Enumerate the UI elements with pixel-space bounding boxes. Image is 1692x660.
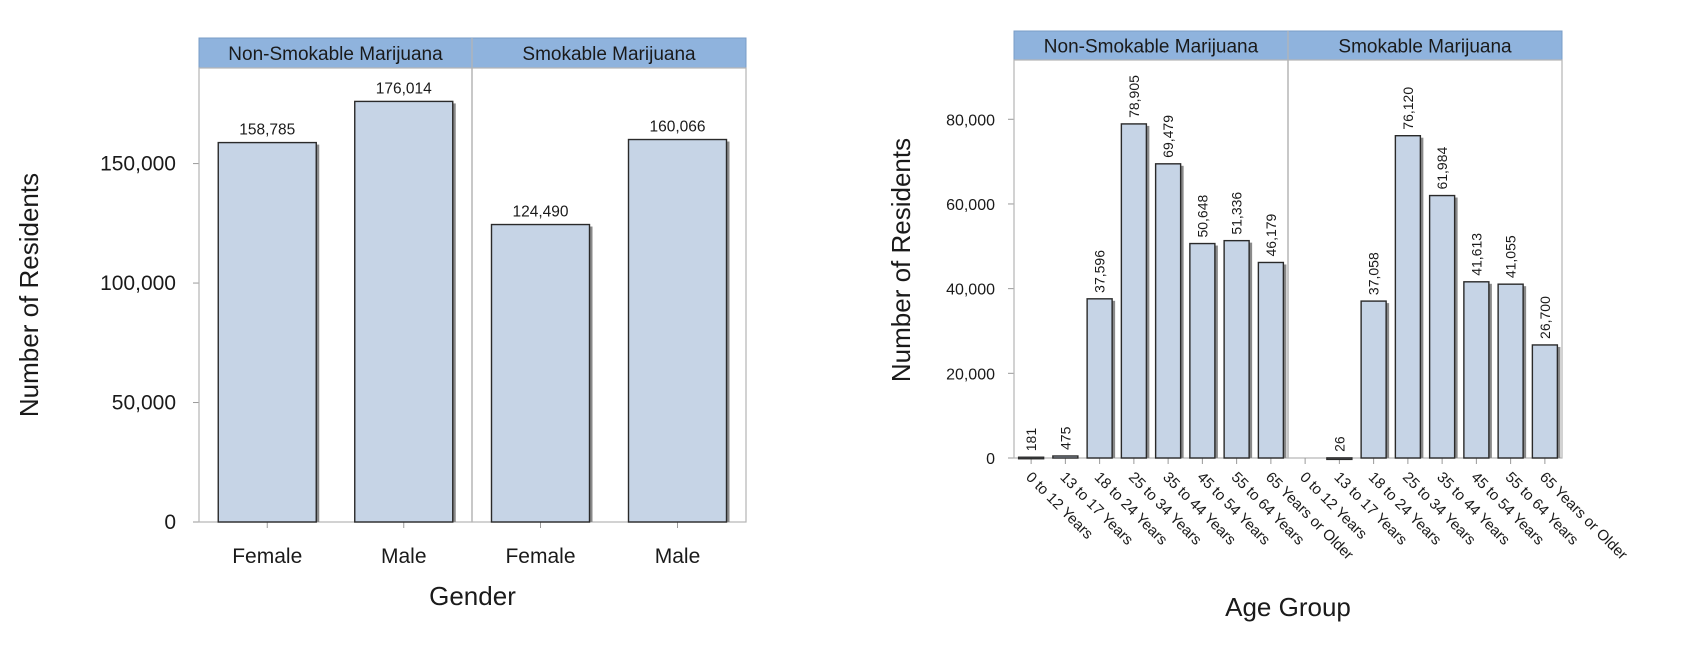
category-label: Male — [655, 545, 701, 568]
bar — [1428, 194, 1456, 459]
bar — [1120, 123, 1148, 459]
data-label: 76,120 — [1400, 87, 1416, 130]
bar — [627, 138, 728, 523]
gender-chart: Number of Residents Gender 0 50,000 100,000 1… — [14, 37, 747, 611]
data-label: 46,179 — [1263, 213, 1279, 256]
panel-title: Smokable Marijuana — [1338, 37, 1512, 58]
data-label: 50,648 — [1194, 195, 1210, 238]
y-tick-label: 20,000 — [946, 366, 995, 383]
x-axis-title: Gender — [429, 581, 516, 611]
bar — [1154, 163, 1182, 459]
y-tick-label: 60,000 — [946, 197, 995, 214]
data-label: 158,785 — [239, 122, 295, 139]
y-axis-title: Number of Residents — [886, 138, 916, 382]
bar — [1326, 457, 1353, 461]
bar — [1052, 455, 1079, 459]
data-label: 26 — [1331, 436, 1347, 452]
data-label: 37,058 — [1366, 252, 1382, 295]
bar — [1223, 239, 1250, 459]
panel-non-smokable: Non-Smokable Marijuana 158,785 Female 176,0… — [198, 37, 473, 568]
panel-smokable: Smokable Marijuana 124,490 Female 160,066 Ma… — [471, 37, 747, 568]
data-label: 176,014 — [376, 80, 432, 97]
data-label: 78,905 — [1126, 75, 1142, 118]
panel-title: Non-Smokable Marijuana — [228, 44, 443, 65]
bar — [1531, 344, 1559, 459]
data-label: 41,613 — [1468, 233, 1484, 276]
bar — [1394, 135, 1422, 459]
data-label: 51,336 — [1229, 192, 1245, 235]
data-label: 26,700 — [1537, 296, 1553, 339]
data-label: 69,479 — [1160, 115, 1176, 158]
y-tick-label: 150,000 — [100, 153, 176, 176]
data-label: 61,984 — [1434, 147, 1450, 190]
bar — [1463, 281, 1490, 459]
data-label: 41,055 — [1503, 235, 1519, 278]
bar — [1360, 300, 1387, 459]
bar — [1017, 456, 1045, 460]
bar — [354, 100, 454, 523]
bar — [1497, 283, 1524, 459]
y-tick-label: 0 — [986, 451, 995, 468]
y-tick-label: 50,000 — [112, 392, 176, 415]
panel-title: Non-Smokable Marijuana — [1044, 37, 1259, 58]
bar — [1086, 298, 1113, 459]
bar — [217, 141, 317, 523]
data-label: 181 — [1023, 428, 1039, 452]
data-label: 37,596 — [1092, 250, 1108, 293]
y-tick-label: 80,000 — [946, 112, 995, 129]
panel-strip — [198, 37, 473, 69]
y-tick-label: 100,000 — [100, 272, 176, 295]
bar — [1257, 261, 1285, 459]
data-label: 475 — [1057, 426, 1073, 450]
category-label: Male — [381, 545, 427, 568]
y-axis-title: Number of Residents — [14, 173, 44, 417]
bar — [490, 223, 591, 523]
age-group-chart: Number of Residents Age Group 0 20,000 40,00… — [886, 30, 1631, 622]
y-tick-label: 40,000 — [946, 282, 995, 299]
x-axis-title: Age Group — [1225, 592, 1351, 622]
bar — [1189, 242, 1216, 459]
category-label: Female — [505, 545, 575, 568]
panel-title: Smokable Marijuana — [522, 44, 696, 65]
category-label: Female — [232, 545, 302, 568]
data-label: 160,066 — [649, 119, 705, 136]
y-tick-label: 0 — [164, 511, 176, 534]
data-label: 124,490 — [512, 204, 568, 221]
